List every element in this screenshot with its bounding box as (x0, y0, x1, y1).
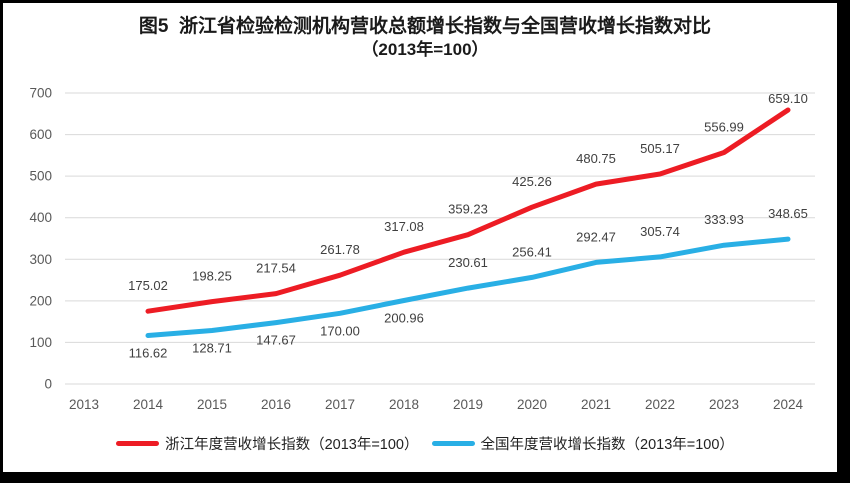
data-label: 292.47 (576, 229, 616, 244)
data-label: 217.54 (256, 261, 296, 276)
data-label: 333.93 (704, 212, 744, 227)
data-label: 317.08 (384, 219, 424, 234)
legend: 浙江年度营收增长指数（2013年=100） 全国年度营收增长指数（2013年=1… (0, 433, 850, 454)
y-axis-tick-label: 600 (29, 127, 52, 142)
data-label: 425.26 (512, 174, 552, 189)
legend-line-swatch-zhejiang (116, 441, 160, 446)
data-label: 480.75 (576, 151, 616, 166)
chart-title-block: 图5 浙江省检验检测机构营收总额增长指数与全国营收增长指数对比 （2013年=1… (0, 15, 850, 61)
data-label: 505.17 (640, 141, 680, 156)
x-axis-tick-label: 2019 (453, 397, 483, 412)
x-axis-tick-label: 2022 (645, 397, 675, 412)
data-label: 305.74 (640, 224, 680, 239)
data-label: 116.62 (129, 346, 168, 361)
data-label: 170.00 (320, 323, 360, 338)
x-axis-tick-label: 2024 (773, 397, 804, 412)
y-axis-tick-label: 700 (29, 86, 52, 101)
legend-item-national: 全国年度营收增长指数（2013年=100） (431, 433, 734, 454)
data-label: 256.41 (512, 244, 552, 259)
x-axis-tick-label: 2023 (709, 397, 739, 412)
x-axis-tick-label: 2020 (517, 397, 547, 412)
series-line-national (145, 236, 791, 338)
x-axis-tick-label: 2021 (581, 397, 611, 412)
x-axis-tick-label: 2015 (197, 397, 227, 412)
legend-label-zhejiang: 浙江年度营收增长指数（2013年=100） (165, 437, 419, 453)
x-axis-tick-label: 2018 (389, 397, 419, 412)
y-axis-tick-label: 500 (29, 169, 52, 184)
data-label: 261.78 (320, 242, 360, 257)
chart-title: 图5 浙江省检验检测机构营收总额增长指数与全国营收增长指数对比 (138, 16, 712, 37)
y-axis-tick-label: 0 (44, 377, 52, 392)
data-label: 359.23 (448, 202, 488, 217)
data-label: 128.71 (192, 340, 232, 355)
y-axis-tick-label: 100 (29, 335, 52, 350)
x-axis-tick-label: 2013 (69, 397, 99, 412)
data-label: 147.67 (256, 333, 296, 348)
y-axis-tick-label: 300 (29, 252, 52, 267)
chart-subtitle: （2013年=100） (361, 40, 489, 59)
series-line-zhejiang (145, 107, 791, 314)
x-axis-tick-label: 2016 (261, 397, 291, 412)
x-axis-tick-label: 2014 (133, 397, 164, 412)
data-label: 200.96 (384, 310, 424, 325)
y-axis-tick-label: 400 (29, 210, 52, 225)
legend-item-zhejiang: 浙江年度营收增长指数（2013年=100） (116, 433, 419, 454)
data-label: 175.02 (128, 278, 168, 293)
data-label: 230.61 (448, 255, 488, 270)
y-axis-tick-label: 200 (29, 293, 52, 308)
data-label: 348.65 (768, 206, 808, 221)
legend-label-national: 全国年度营收增长指数（2013年=100） (480, 437, 734, 453)
data-label: 198.25 (192, 269, 232, 284)
data-label: 659.10 (768, 91, 808, 106)
data-label: 556.99 (704, 119, 744, 134)
x-axis-tick-label: 2017 (325, 397, 355, 412)
legend-line-swatch-national (431, 441, 475, 446)
